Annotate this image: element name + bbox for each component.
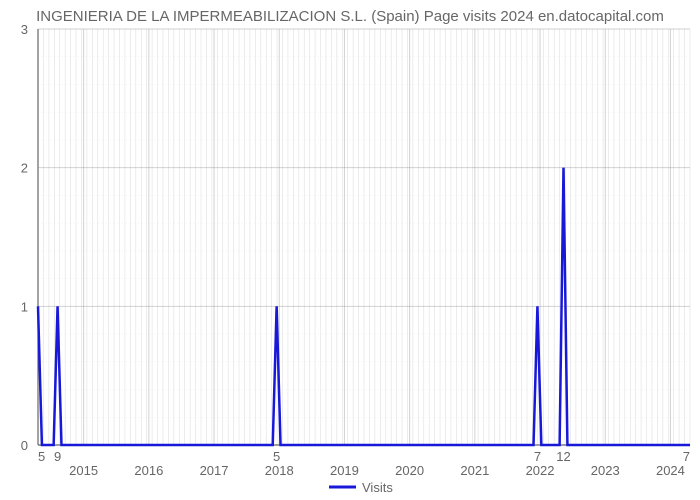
svg-text:2016: 2016: [134, 463, 163, 478]
svg-text:2015: 2015: [69, 463, 98, 478]
chart-container: INGENIERIA DE LA IMPERMEABILIZACION S.L.…: [0, 0, 700, 500]
svg-text:2018: 2018: [265, 463, 294, 478]
chart-title: INGENIERIA DE LA IMPERMEABILIZACION S.L.…: [0, 0, 700, 25]
svg-text:2022: 2022: [526, 463, 555, 478]
svg-text:2020: 2020: [395, 463, 424, 478]
svg-text:5: 5: [38, 449, 45, 464]
svg-text:9: 9: [54, 449, 61, 464]
svg-text:2017: 2017: [200, 463, 229, 478]
svg-text:12: 12: [556, 449, 570, 464]
svg-text:2019: 2019: [330, 463, 359, 478]
svg-text:0: 0: [21, 438, 28, 453]
svg-text:Visits: Visits: [362, 480, 393, 495]
svg-text:2023: 2023: [591, 463, 620, 478]
svg-text:1: 1: [21, 299, 28, 314]
svg-text:2021: 2021: [460, 463, 489, 478]
svg-text:7: 7: [683, 449, 690, 464]
svg-text:2024: 2024: [656, 463, 685, 478]
svg-text:7: 7: [534, 449, 541, 464]
chart-svg: 2015201620172018201920202021202220232024…: [0, 25, 700, 495]
svg-text:3: 3: [21, 25, 28, 37]
svg-text:5: 5: [273, 449, 280, 464]
svg-text:2: 2: [21, 161, 28, 176]
